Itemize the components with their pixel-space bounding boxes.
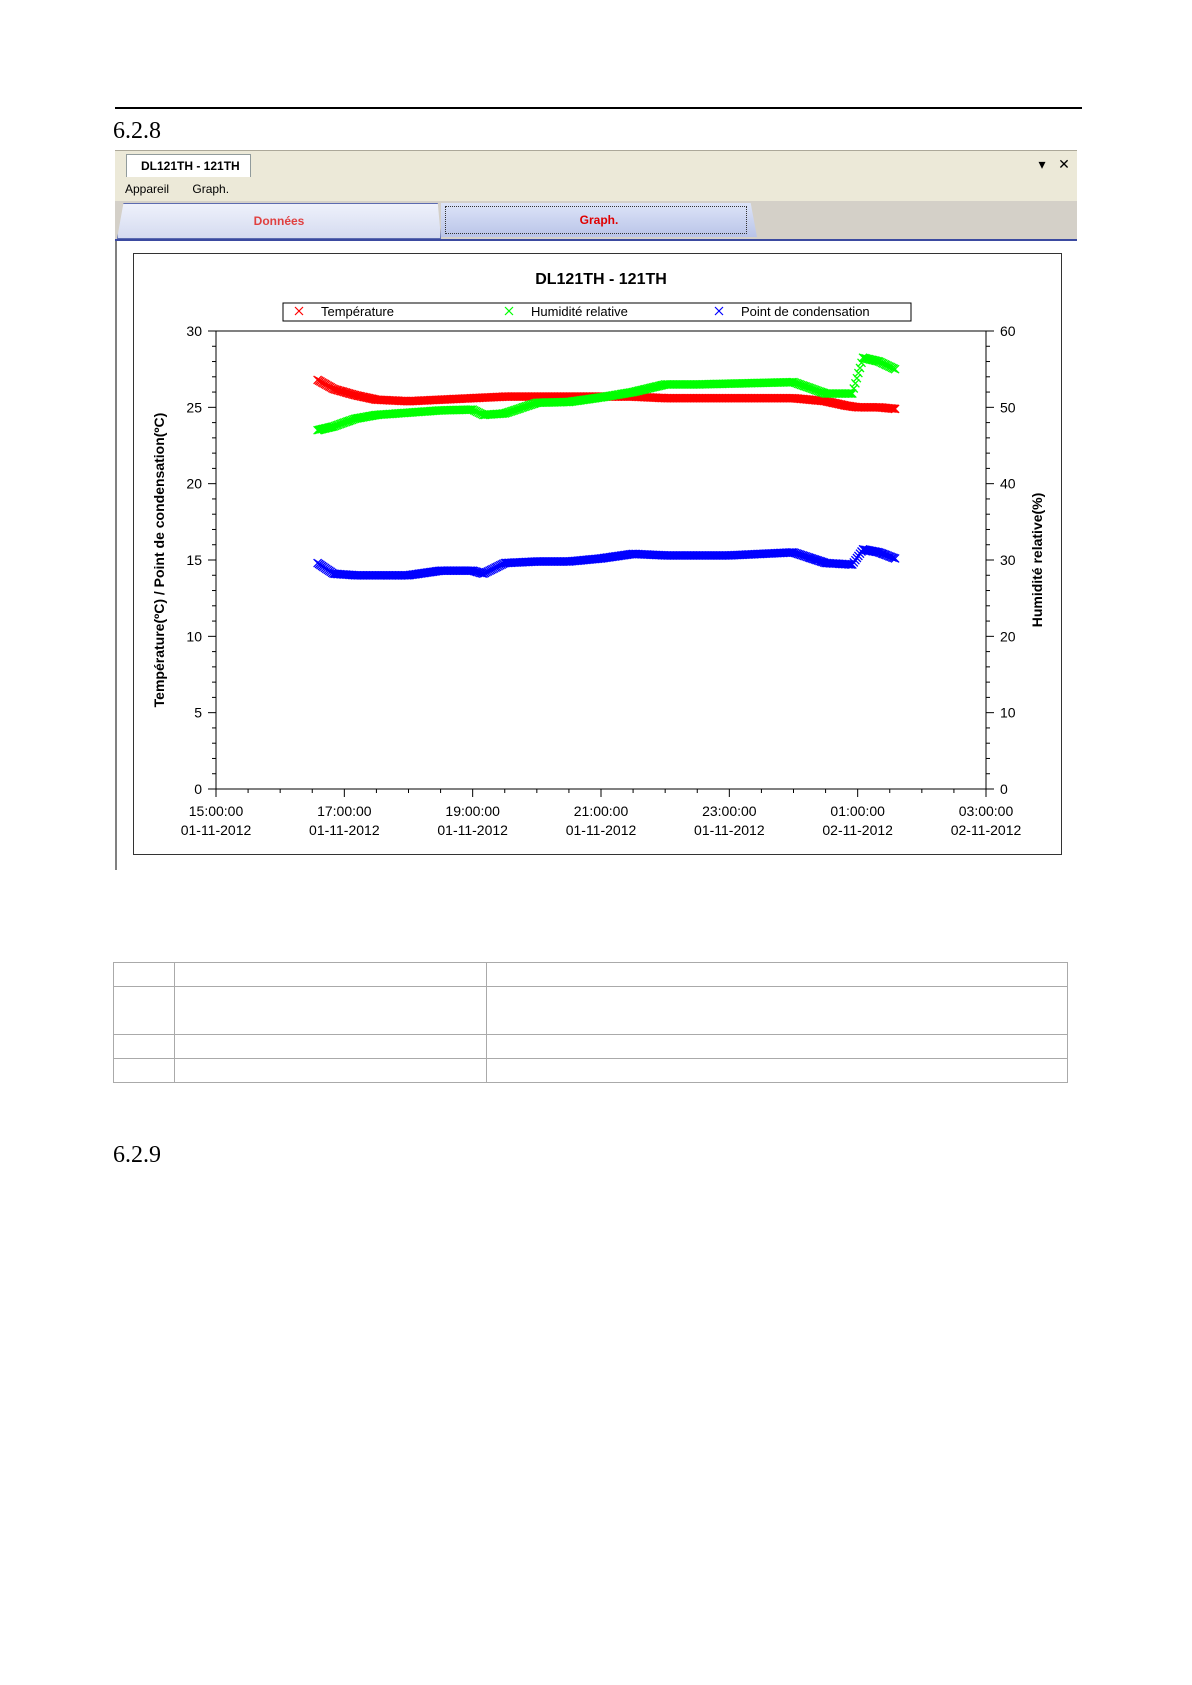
x-tick-label-time: 23:00:00 — [702, 803, 757, 819]
y2-tick-label: 20 — [1000, 628, 1016, 644]
chart-legend-box — [282, 302, 912, 322]
y-axis-label: Température(ºC) / Point de condensation(… — [151, 413, 167, 708]
legend-marker-1 — [294, 306, 304, 316]
window-controls: ▾ ✕ — [1035, 154, 1071, 174]
y-tick-label: 20 — [186, 476, 202, 492]
y-tick-label: 30 — [186, 323, 202, 339]
x-tick-label-time: 21:00:00 — [574, 803, 629, 819]
legend-marker-2 — [504, 306, 514, 316]
y2-tick-label: 30 — [1000, 552, 1016, 568]
menu-item-appareil[interactable]: Appareil — [125, 182, 170, 196]
legend-label-2: Humidité relative — [531, 304, 628, 319]
dropdown-arrow-icon[interactable]: ▾ — [1038, 156, 1046, 172]
x-tick-label-time: 19:00:00 — [445, 803, 500, 819]
x-tick-label-date: 02-11-2012 — [822, 822, 893, 838]
table-cell — [174, 986, 488, 1035]
chart-svg[interactable]: DL121TH - 121TH Température Humidité relat… — [134, 254, 1061, 854]
x-tick-label-time: 03:00:00 — [959, 803, 1014, 819]
parameter-table — [112, 962, 1068, 1083]
legend-label-3: Point de condensation — [741, 304, 870, 319]
x-tick-label-time: 01:00:00 — [830, 803, 885, 819]
section-number: 6.2.8 — [113, 118, 161, 144]
legend-marker-3 — [714, 306, 724, 316]
y2-tick-label: 10 — [1000, 705, 1016, 721]
x-tick-label-date: 01-11-2012 — [309, 822, 380, 838]
legend-label-1: Température — [321, 304, 394, 319]
x-tick-label-date: 02-11-2012 — [951, 822, 1022, 838]
tab-graph[interactable]: Graph. — [441, 203, 757, 237]
table-cell — [112, 986, 176, 1035]
series-1-markers — [313, 375, 900, 414]
header-rule — [115, 107, 1082, 109]
x-tick-label-date: 01-11-2012 — [437, 822, 508, 838]
y-tick-label: 25 — [186, 399, 202, 415]
menu-item-graph[interactable]: Graph. — [192, 182, 230, 196]
focus-rectangle — [445, 206, 747, 234]
table-cell — [174, 1034, 488, 1059]
menu-bar: Appareil Graph. — [115, 177, 1077, 201]
y-tick-label: 15 — [186, 552, 202, 568]
table-cell — [174, 962, 488, 987]
chart-title: DL121TH - 121TH — [535, 271, 667, 288]
close-icon[interactable]: ✕ — [1058, 156, 1070, 172]
document-tab[interactable]: DL121TH - 121TH — [126, 154, 251, 177]
series-2-markers — [313, 353, 900, 435]
x-tick-label-time: 15:00:00 — [189, 803, 244, 819]
y2-axis-label: Humidité relative(%) — [1029, 493, 1045, 628]
tab-graph-label: Graph. — [579, 213, 619, 227]
table-cell — [174, 1058, 488, 1083]
app-window: DL121TH - 121TH ▾ ✕ Appareil Graph. Donn… — [115, 150, 1077, 870]
tab-donnees-label: Données — [253, 214, 305, 228]
y2-tick-label: 50 — [1000, 399, 1016, 415]
table-row — [112, 1058, 1068, 1083]
table-row — [112, 986, 1068, 1035]
chart-panel: DL121TH - 121TH Température Humidité relat… — [115, 241, 1077, 870]
series-3-markers — [313, 544, 900, 580]
table-cell — [486, 962, 1068, 987]
y-tick-label: 10 — [186, 628, 202, 644]
tab-donnees[interactable]: Données — [117, 203, 441, 239]
y2-tick-label: 40 — [1000, 476, 1016, 492]
table-cell — [112, 962, 176, 987]
section-number-2: 6.2.9 — [113, 1142, 161, 1168]
y2-tick-label: 0 — [1000, 781, 1008, 797]
x-tick-label-date: 01-11-2012 — [694, 822, 765, 838]
x-tick-label-date: 01-11-2012 — [181, 822, 252, 838]
chart-frame: DL121TH - 121TH Température Humidité relat… — [133, 253, 1062, 855]
table-row — [112, 1034, 1068, 1059]
y-tick-label: 5 — [194, 705, 202, 721]
document-tabbar: DL121TH - 121TH ▾ ✕ — [115, 150, 1077, 178]
table-cell — [486, 1034, 1068, 1059]
x-tick-label-time: 17:00:00 — [317, 803, 372, 819]
x-tick-label-date: 01-11-2012 — [566, 822, 637, 838]
table-cell — [112, 1034, 176, 1059]
table-cell — [486, 1058, 1068, 1083]
table-cell — [112, 1058, 176, 1083]
table-cell — [486, 986, 1068, 1035]
y-tick-label: 0 — [194, 781, 202, 797]
y2-tick-label: 60 — [1000, 323, 1016, 339]
table-row — [112, 962, 1068, 987]
page-tabstrip: Données Graph. — [115, 201, 1077, 241]
